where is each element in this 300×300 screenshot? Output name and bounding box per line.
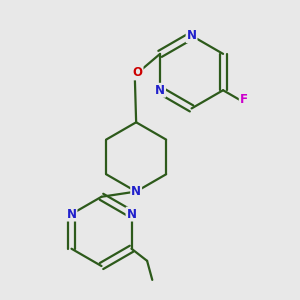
Text: N: N <box>67 208 76 220</box>
Text: O: O <box>133 66 142 80</box>
Text: F: F <box>240 93 248 106</box>
Text: N: N <box>131 185 141 198</box>
Text: N: N <box>127 208 136 220</box>
Text: N: N <box>155 84 165 97</box>
Text: N: N <box>187 29 196 42</box>
